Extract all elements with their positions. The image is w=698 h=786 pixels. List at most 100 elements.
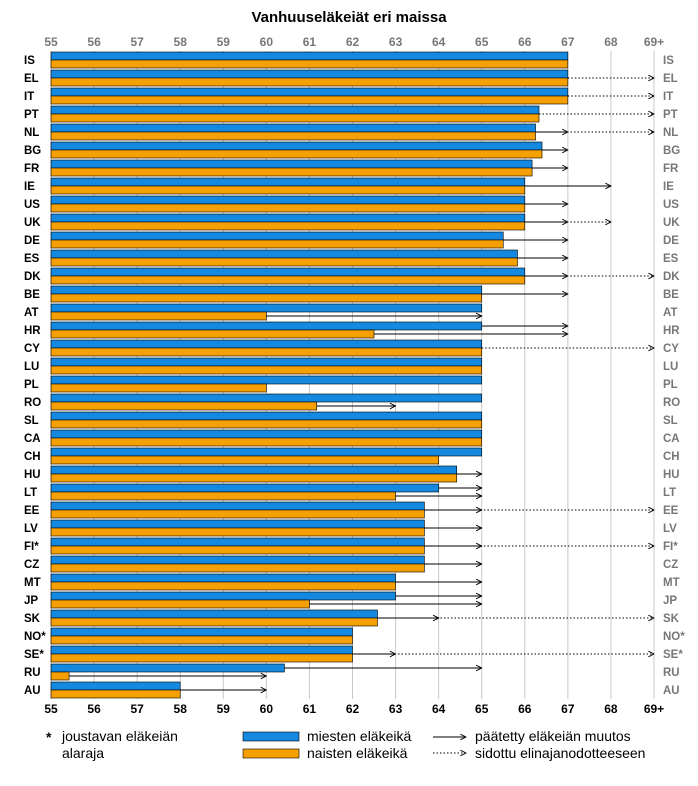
category-label-left: PT bbox=[24, 109, 39, 121]
bar-women bbox=[50, 563, 425, 573]
bar-women bbox=[50, 149, 543, 159]
bar-men bbox=[50, 447, 483, 457]
category-label-right: IE bbox=[663, 181, 674, 193]
bar-men bbox=[50, 501, 425, 511]
bar-women bbox=[50, 581, 396, 591]
x-tick-bottom: 58 bbox=[174, 702, 188, 716]
category-label-left: CA bbox=[24, 433, 41, 445]
bar-men bbox=[50, 321, 483, 331]
category-label-right: AU bbox=[663, 685, 680, 697]
category-label-right: PL bbox=[663, 379, 678, 391]
category-label-left: EE bbox=[24, 505, 40, 517]
category-label-right: BE bbox=[663, 289, 679, 301]
category-label-right: CH bbox=[663, 451, 680, 463]
bar-men bbox=[50, 267, 526, 277]
x-tick-top: 68 bbox=[604, 35, 618, 49]
x-tick-bottom: 67 bbox=[561, 702, 575, 716]
bar-women bbox=[50, 365, 483, 375]
category-label-right: DK bbox=[663, 271, 680, 283]
category-labels-left: IS EL IT PT NL BG FR IE US UK DE ES DK BE AT HR CY LU PL RO… bbox=[24, 55, 46, 697]
x-tick-bottom: 69+ bbox=[644, 702, 664, 716]
bar-women bbox=[50, 473, 458, 483]
bar-women bbox=[50, 131, 536, 141]
category-label-right: SL bbox=[663, 415, 678, 427]
category-label-left: NO* bbox=[24, 631, 46, 643]
bar-women bbox=[50, 617, 378, 627]
category-label-right: SE* bbox=[663, 649, 683, 661]
trend-arrows bbox=[69, 78, 654, 690]
x-tick-bottom: 68 bbox=[604, 702, 618, 716]
legend-men-label: miesten eläkeikä bbox=[307, 728, 411, 744]
bar-women bbox=[50, 347, 483, 357]
bar-women bbox=[50, 653, 353, 663]
x-tick-top: 69+ bbox=[644, 35, 664, 49]
category-label-right: EE bbox=[663, 505, 679, 517]
category-label-right: IT bbox=[663, 91, 673, 103]
x-tick-top: 55 bbox=[44, 35, 58, 49]
category-label-right: FI* bbox=[663, 541, 678, 553]
bar-men bbox=[50, 159, 533, 169]
category-label-right: DE bbox=[663, 235, 679, 247]
x-axis-top: 55 56 57 58 59 60 61 62 63 64 65 66 67 68 69+ bbox=[44, 35, 664, 49]
category-label-right: HU bbox=[663, 469, 680, 481]
x-tick-top: 67 bbox=[561, 35, 575, 49]
bar-men bbox=[50, 555, 425, 565]
x-tick-bottom: 63 bbox=[389, 702, 403, 716]
category-label-left: DK bbox=[24, 271, 41, 283]
bar-women bbox=[50, 275, 526, 285]
chart-title: Vanhuuseläkeiät eri maissa bbox=[251, 9, 447, 26]
category-label-right: RO bbox=[663, 397, 680, 409]
legend-asterisk-line1: joustavan eläkeiän bbox=[61, 728, 178, 744]
category-label-left: IE bbox=[24, 181, 35, 193]
category-label-right: FR bbox=[663, 163, 679, 175]
category-label-right: PT bbox=[663, 109, 678, 121]
bar-men bbox=[50, 573, 396, 583]
bar-men bbox=[50, 465, 458, 475]
bar-men bbox=[50, 537, 425, 547]
category-label-left: CZ bbox=[24, 559, 39, 571]
bar-women bbox=[50, 401, 318, 411]
category-label-right: LU bbox=[663, 361, 678, 373]
category-label-left: AU bbox=[24, 685, 41, 697]
x-tick-bottom: 62 bbox=[346, 702, 360, 716]
category-label-right: SK bbox=[663, 613, 680, 625]
bar-men bbox=[50, 681, 181, 691]
legend-asterisk-line2: alaraja bbox=[62, 745, 104, 761]
bar-women bbox=[50, 419, 483, 429]
bar-women bbox=[50, 383, 267, 393]
grid bbox=[50, 51, 655, 699]
category-label-left: BE bbox=[24, 289, 40, 301]
x-tick-top: 59 bbox=[217, 35, 231, 49]
category-label-right: CZ bbox=[663, 559, 678, 571]
bar-men bbox=[50, 177, 526, 187]
bar-men bbox=[50, 609, 378, 619]
category-label-right: NO* bbox=[663, 631, 685, 643]
category-label-left: RU bbox=[24, 667, 41, 679]
category-label-right: CA bbox=[663, 433, 680, 445]
category-label-right: UK bbox=[663, 217, 680, 229]
bar-men bbox=[50, 483, 439, 493]
bar-women bbox=[50, 545, 425, 555]
category-label-right: MT bbox=[663, 577, 680, 589]
bar-men bbox=[50, 393, 483, 403]
x-tick-bottom: 65 bbox=[475, 702, 489, 716]
category-label-right: BG bbox=[663, 145, 680, 157]
bar-men bbox=[50, 627, 353, 637]
category-label-left: SK bbox=[24, 613, 41, 625]
bar-women bbox=[50, 77, 569, 87]
bar-women bbox=[50, 239, 504, 249]
bar-women bbox=[50, 185, 526, 195]
category-label-left: US bbox=[24, 199, 40, 211]
x-tick-top: 65 bbox=[475, 35, 489, 49]
bar-women bbox=[50, 113, 540, 123]
x-axis-bottom: 55 56 57 58 59 60 61 62 63 64 65 66 67 68 69+ bbox=[44, 702, 664, 716]
x-tick-top: 58 bbox=[174, 35, 188, 49]
bar-men bbox=[50, 195, 526, 205]
x-tick-bottom: 66 bbox=[518, 702, 532, 716]
category-label-left: IS bbox=[24, 55, 35, 67]
legend-women-swatch bbox=[242, 748, 300, 759]
bar-men bbox=[50, 339, 483, 349]
category-label-left: MT bbox=[24, 577, 41, 589]
category-label-left: AT bbox=[24, 307, 38, 319]
bar-women bbox=[50, 689, 181, 699]
